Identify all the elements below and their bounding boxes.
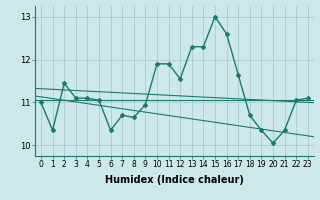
X-axis label: Humidex (Indice chaleur): Humidex (Indice chaleur) bbox=[105, 175, 244, 185]
